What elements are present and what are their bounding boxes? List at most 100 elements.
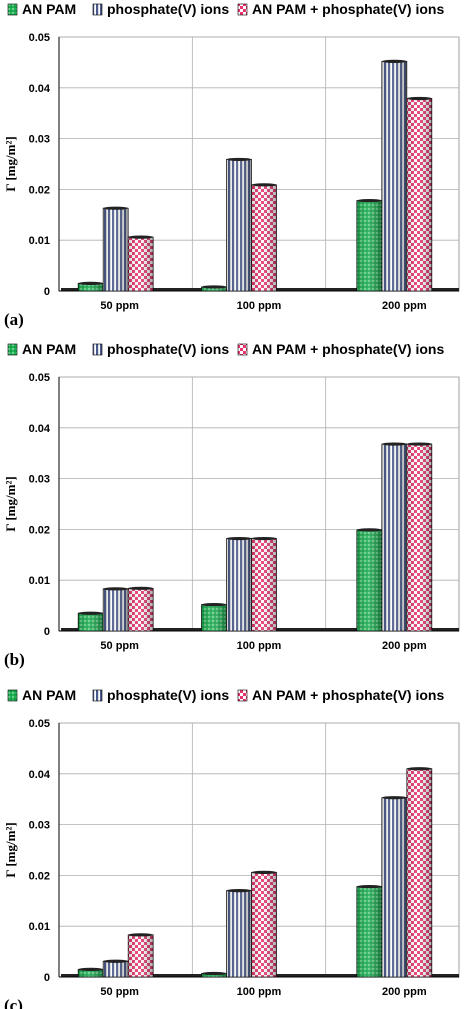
bar-cap-0-0 xyxy=(78,611,104,615)
bar-shade-0-0 xyxy=(78,613,104,631)
bar-shade-1-2 xyxy=(381,797,407,977)
legend-swatch-0 xyxy=(7,3,18,16)
chart-panel-a: AN PAM phosphate(V) ions AN PAM + phosphat… xyxy=(3,1,460,329)
x-tick-label: 200 ppm xyxy=(382,300,427,312)
bar-shade-0-1 xyxy=(201,604,227,631)
legend-label-1: phosphate(V) ions xyxy=(107,341,229,357)
y-tick-label: 0.01 xyxy=(29,235,50,247)
legend-label-1: phosphate(V) ions xyxy=(107,687,229,703)
bar-shade-1-1 xyxy=(226,890,252,977)
chart-panels: AN PAM phosphate(V) ions AN PAM + phosphat… xyxy=(3,1,460,1009)
bar-shade-0-0 xyxy=(78,969,104,977)
y-tick-label: 0.02 xyxy=(29,524,50,536)
panel-label: (a) xyxy=(4,310,24,329)
bar-shade-1-2 xyxy=(381,444,407,631)
x-tick-label: 200 ppm xyxy=(382,640,427,652)
legend-swatch-1 xyxy=(92,689,103,702)
x-tick-label: 50 ppm xyxy=(100,300,139,312)
legend-label-2: AN PAM + phosphate(V) ions xyxy=(252,687,444,703)
legend-swatch-2 xyxy=(237,3,248,16)
bar-shade-1-0 xyxy=(103,208,129,291)
legend-swatch-1 xyxy=(92,343,103,356)
legend-label-2: AN PAM + phosphate(V) ions xyxy=(252,1,444,17)
bar-cap-2-0 xyxy=(128,586,154,590)
legend-swatch-1 xyxy=(92,3,103,16)
bar-cap-1-1 xyxy=(226,889,252,893)
bar-cap-2-1 xyxy=(251,870,277,874)
x-tick-label: 200 ppm xyxy=(382,986,427,998)
bar-cap-1-1 xyxy=(226,157,252,162)
y-tick-label: 0.04 xyxy=(29,769,51,781)
panel-label: (c) xyxy=(4,996,23,1009)
bar-cap-1-2 xyxy=(381,442,407,446)
y-tick-label: 0.02 xyxy=(29,184,50,196)
bar-shade-2-2 xyxy=(406,98,432,291)
bar-cap-2-1 xyxy=(251,536,277,541)
bar-cap-2-0 xyxy=(128,235,154,239)
legend-swatch-2 xyxy=(237,343,248,356)
x-tick-label: 50 ppm xyxy=(100,640,139,652)
legend-label-0: AN PAM xyxy=(22,687,76,703)
legend-swatch-2 xyxy=(237,689,248,702)
chart-panel-c: AN PAM phosphate(V) ions AN PAM + phosphat… xyxy=(3,687,460,1009)
bar-cap-0-0 xyxy=(78,281,104,285)
legend-label-2: AN PAM + phosphate(V) ions xyxy=(252,341,444,357)
y-tick-label: 0.04 xyxy=(29,423,51,435)
bar-shade-0-2 xyxy=(356,529,382,631)
bar-cap-1-2 xyxy=(381,59,407,63)
bar-cap-2-2 xyxy=(406,442,432,446)
bar-cap-1-1 xyxy=(226,536,252,541)
x-tick-label: 100 ppm xyxy=(237,300,282,312)
y-tick-label: 0.05 xyxy=(29,372,50,384)
bar-cap-0-2 xyxy=(356,884,382,889)
bar-shade-2-1 xyxy=(251,538,277,631)
bar-shade-2-1 xyxy=(251,184,277,291)
y-tick-label: 0.03 xyxy=(29,474,50,486)
bar-cap-2-0 xyxy=(128,933,154,937)
y-tick-label: 0.05 xyxy=(29,718,50,730)
legend-label-1: phosphate(V) ions xyxy=(107,1,229,17)
bar-shade-1-0 xyxy=(103,588,129,631)
y-tick-label: 0.03 xyxy=(29,820,50,832)
x-tick-label: 50 ppm xyxy=(100,986,139,998)
chart-panel-b: AN PAM phosphate(V) ions AN PAM + phosphat… xyxy=(3,341,460,669)
bar-cap-1-2 xyxy=(381,796,407,800)
y-tick-label: 0.03 xyxy=(29,134,50,146)
bar-cap-2-2 xyxy=(406,767,432,771)
y-tick-label: 0.04 xyxy=(29,83,51,95)
panel-label: (b) xyxy=(4,650,25,669)
bar-shade-1-1 xyxy=(226,159,252,291)
bar-cap-0-1 xyxy=(201,285,227,289)
bar-shade-0-1 xyxy=(201,973,227,977)
x-tick-label: 100 ppm xyxy=(237,640,282,652)
legend-swatch-0 xyxy=(7,689,18,702)
bar-cap-0-2 xyxy=(356,198,382,203)
y-tick-label: 0.01 xyxy=(29,575,50,587)
bar-shade-0-1 xyxy=(201,286,227,291)
y-tick-label: 0 xyxy=(44,972,50,984)
y-axis-label: Γ [mg/m²] xyxy=(3,476,18,531)
y-tick-label: 0.02 xyxy=(29,870,50,882)
bar-cap-0-0 xyxy=(78,967,104,971)
bar-cap-1-0 xyxy=(103,959,129,963)
bar-shade-0-2 xyxy=(356,886,382,977)
y-axis-label: Γ [mg/m²] xyxy=(3,136,18,191)
bar-cap-0-1 xyxy=(201,602,227,607)
bar-cap-2-2 xyxy=(406,96,432,101)
bar-shade-2-0 xyxy=(128,934,154,977)
bar-shade-1-0 xyxy=(103,961,129,977)
y-tick-label: 0.05 xyxy=(29,32,50,44)
bar-shade-2-0 xyxy=(128,588,154,631)
y-tick-label: 0.01 xyxy=(29,921,50,933)
legend-label-0: AN PAM xyxy=(22,1,76,17)
x-tick-label: 100 ppm xyxy=(237,986,282,998)
bar-shade-0-0 xyxy=(78,283,104,291)
y-axis-label: Γ [mg/m²] xyxy=(3,822,18,877)
bar-shade-2-2 xyxy=(406,768,432,977)
bar-shade-2-0 xyxy=(128,237,154,291)
legend-swatch-0 xyxy=(7,343,18,356)
y-tick-label: 0 xyxy=(44,626,50,638)
bar-shade-2-1 xyxy=(251,872,277,977)
bar-cap-0-1 xyxy=(201,971,227,976)
